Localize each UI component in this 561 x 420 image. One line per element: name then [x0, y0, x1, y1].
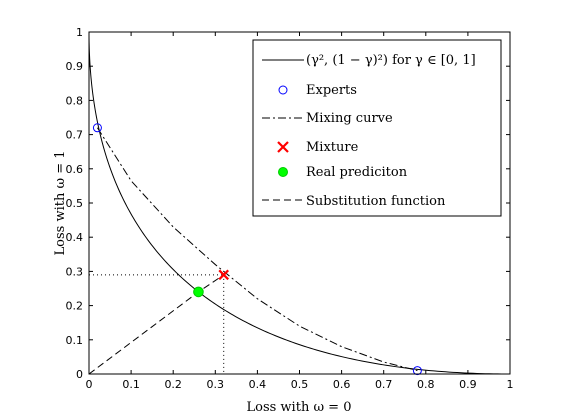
y-tick-label: 0.6	[66, 163, 84, 176]
y-tick-label: 0.7	[66, 129, 84, 142]
x-tick-label: 0.7	[375, 378, 393, 391]
legend-swatch-experts	[278, 85, 288, 95]
y-tick-label: 0.4	[66, 231, 84, 244]
legend-box	[252, 39, 502, 217]
legend-label-mixture: Mixture	[306, 140, 359, 155]
y-tick-label: 0.3	[66, 265, 84, 278]
legend-label-parametric-curve: (γ², (1 − γ)²) for γ ∈ [0, 1]	[306, 53, 476, 68]
legend-label-real-prediction: Real prediciton	[306, 165, 408, 180]
expert-point	[92, 123, 102, 133]
x-tick-label: 0.2	[164, 378, 182, 391]
axis-ticks: 0 0.1 0.2 0.3 0.4 0.5 0.6 0.7 0.8 0.9 1 0 0.1 0.2 0.3 0…	[66, 26, 514, 391]
series-mixing-curve	[96, 127, 418, 372]
expert-point	[412, 366, 422, 376]
x-tick-label: 0.6	[333, 378, 351, 391]
y-tick-label: 1	[76, 26, 83, 39]
legend-label-mixing-curve: Mixing curve	[306, 111, 393, 126]
legend-label-substitution-function: Substitution function	[306, 194, 446, 209]
y-tick-label: 0.9	[66, 60, 84, 73]
y-tick-label: 0.5	[66, 197, 84, 210]
x-axis-label: Loss with ω = 0	[247, 400, 352, 415]
x-tick-label: 0.8	[417, 378, 435, 391]
legend-swatch-mixture	[277, 141, 289, 153]
x-tick-label: 0.9	[459, 378, 477, 391]
real-prediction-point	[193, 286, 204, 298]
legend: (γ², (1 − γ)²) for γ ∈ [0, 1] Experts Mi…	[252, 39, 502, 217]
legend-label-experts: Experts	[306, 83, 357, 98]
y-axis-label: Loss with ω = 1	[53, 151, 68, 256]
mixture-point	[218, 269, 229, 281]
series-parametric-curve	[88, 31, 511, 375]
plot-layer	[88, 31, 511, 376]
y-tick-label: 0.2	[66, 300, 84, 313]
x-tick-label: 0.3	[207, 378, 225, 391]
x-tick-label: 1	[507, 378, 514, 391]
y-tick-label: 0.8	[66, 94, 84, 107]
x-tick-label: 0	[86, 378, 93, 391]
x-tick-label: 0.5	[291, 378, 309, 391]
y-tick-label: 0	[76, 368, 83, 381]
mixture-point-stroke	[218, 269, 229, 281]
legend-swatch-real-prediction	[278, 167, 288, 177]
x-tick-label: 0.1	[122, 378, 140, 391]
y-tick-label: 0.1	[66, 334, 84, 347]
x-tick-label: 0.4	[249, 378, 267, 391]
